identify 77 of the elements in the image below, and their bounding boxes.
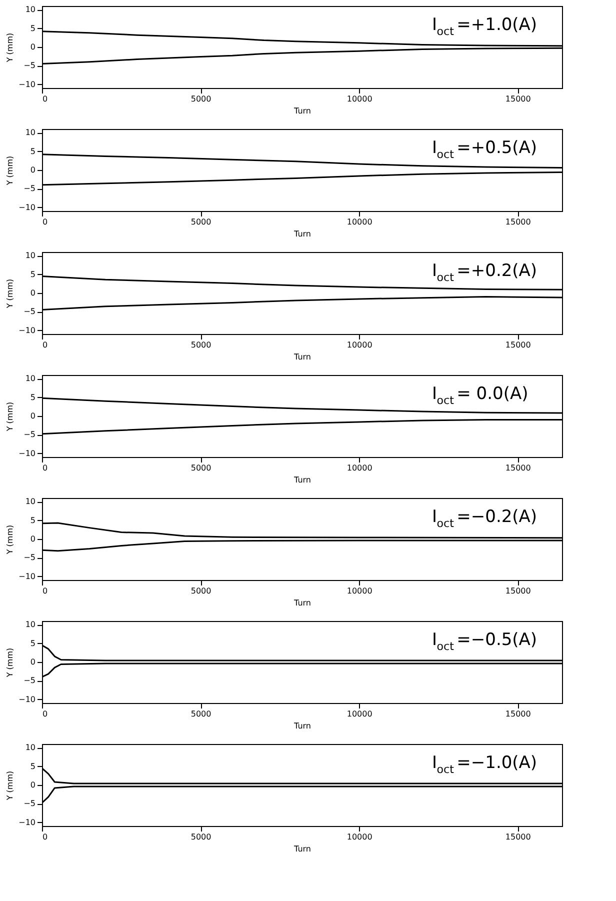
y-axis-title: Y (mm) [6,770,15,802]
x-tick-label: 15000 [505,710,531,718]
x-tick-label: 10000 [346,218,372,226]
y-tick-label: −10 [18,818,36,827]
y-tick-label: 10 [25,497,36,506]
y-tick-label: 10 [25,128,36,138]
y-axis-title: Y (mm) [6,32,15,64]
x-tick-label: 5000 [190,340,212,350]
x-tick-label: 10000 [346,710,372,718]
y-tick-label: −10 [18,326,36,335]
x-tick-label: 10000 [346,340,372,350]
y-tick-label: 5 [30,516,36,525]
x-tick-label: 5000 [190,218,212,226]
y-tick-label: 0 [30,534,36,544]
x-tick-label: 5000 [190,94,212,104]
x-tick-label: 0 [42,710,48,718]
y-tick-label: 5 [30,146,36,156]
y-tick-label: −5 [24,430,36,440]
y-tick-label: −5 [24,676,36,686]
y-tick-label: −5 [24,553,36,562]
y-tick-label: 10 [25,5,36,14]
x-tick-label: 15000 [505,94,531,104]
x-tick-label: 15000 [505,464,531,472]
y-tick-label: 5 [30,638,36,648]
y-tick-label: 0 [30,780,36,790]
y-tick-label: 0 [30,658,36,666]
x-tick-label: 15000 [505,586,531,596]
y-tick-label: 0 [30,288,36,298]
x-tick-label: 10000 [346,586,372,596]
y-tick-label: 10 [25,743,36,752]
x-tick-label: 15000 [505,832,531,842]
y-axis-title: Y (mm) [6,156,15,186]
y-tick-label: 5 [30,24,36,33]
y-axis-title: Y (mm) [6,524,15,556]
y-tick-label: −10 [18,202,36,212]
y-tick-label: 0 [30,412,36,420]
x-tick-label: 5000 [190,586,212,596]
y-tick-label: −5 [24,307,36,316]
y-axis-title: Y (mm) [6,278,15,310]
x-tick-label: 15000 [505,218,531,226]
x-tick-label: 10000 [346,94,372,104]
x-axis-title: Turn [293,352,311,362]
x-tick-label: 0 [42,586,48,596]
x-tick-label: 5000 [190,710,212,718]
x-tick-label: 10000 [346,464,372,472]
y-tick-label: 5 [30,762,36,771]
x-axis-title: Turn [293,598,311,608]
y-tick-label: −5 [24,61,36,70]
y-tick-label: −5 [24,184,36,194]
y-tick-label: 10 [25,251,36,260]
x-axis-title: Turn [293,476,311,484]
x-axis-title: Turn [293,844,311,854]
y-tick-label: −10 [18,80,36,89]
y-tick-label: 5 [30,270,36,279]
y-axis-title: Y (mm) [6,402,15,432]
x-tick-label: 0 [42,94,48,104]
x-tick-label: 0 [42,832,48,842]
y-tick-label: 0 [30,42,36,52]
y-tick-label: 10 [25,620,36,630]
y-tick-label: 0 [30,166,36,174]
x-tick-label: 15000 [505,340,531,350]
y-tick-label: −5 [24,799,36,808]
x-axis-title: Turn [293,106,311,116]
y-tick-label: −10 [18,572,36,581]
x-tick-label: 5000 [190,832,212,842]
x-axis-title: Turn [293,230,311,238]
y-tick-label: −10 [18,694,36,704]
x-tick-label: 0 [42,340,48,350]
x-axis-title: Turn [293,722,311,730]
y-tick-label: −10 [18,448,36,458]
x-tick-label: 10000 [346,832,372,842]
y-tick-label: 5 [30,392,36,402]
x-tick-label: 0 [42,218,48,226]
y-tick-label: 10 [25,374,36,384]
y-axis-title: Y (mm) [6,648,15,678]
x-tick-label: 0 [42,464,48,472]
x-tick-label: 5000 [190,464,212,472]
